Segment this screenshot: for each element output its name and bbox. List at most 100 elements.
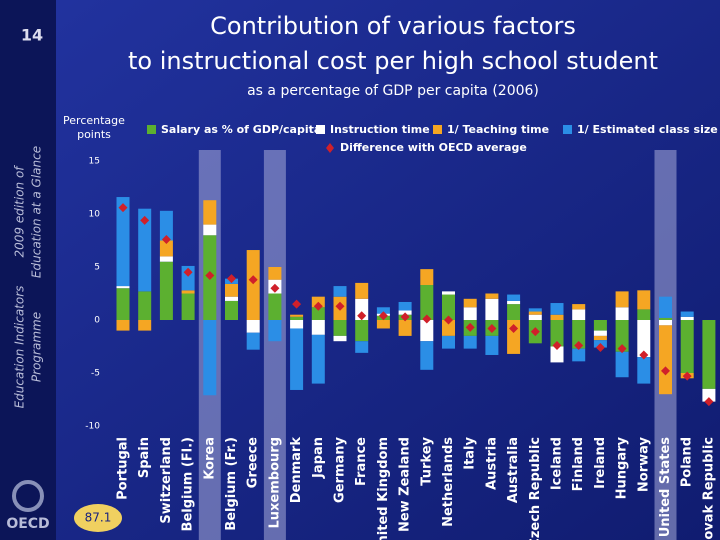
difference-marker xyxy=(183,267,193,277)
bar-segment xyxy=(550,320,564,347)
bar-segment xyxy=(225,300,238,320)
side-text: Education at a Glance xyxy=(30,146,44,278)
difference-marker xyxy=(227,274,236,284)
bar-segment xyxy=(659,296,672,318)
x-tick-label: Italy xyxy=(463,436,478,469)
bar-segment xyxy=(572,320,586,349)
bar-segment xyxy=(463,298,477,308)
bar-segment xyxy=(290,328,304,390)
difference-marker xyxy=(140,215,150,225)
legend-label: Instruction time xyxy=(330,123,430,136)
bar-segment xyxy=(159,256,173,262)
bar-segment xyxy=(615,320,629,352)
difference-marker xyxy=(552,340,562,350)
y-tick-label: -5 xyxy=(91,369,100,379)
difference-marker xyxy=(595,343,605,353)
difference-marker xyxy=(400,312,410,322)
bar-segment xyxy=(637,357,651,384)
bar-segment xyxy=(311,307,325,320)
bar-segment xyxy=(420,285,434,320)
chart-subtitle: as a percentage of GDP per capita (2006) xyxy=(247,83,539,99)
difference-marker xyxy=(292,299,302,309)
bar-segment xyxy=(593,335,607,341)
bar-segment xyxy=(225,283,238,297)
bar-segment xyxy=(680,320,694,373)
difference-marker xyxy=(509,323,519,333)
y-tick-label: 10 xyxy=(89,210,101,220)
x-tick-label: Luxembourg xyxy=(267,437,282,529)
bar-segment xyxy=(507,294,521,301)
bar-segment xyxy=(485,293,499,299)
x-tick-label: Belgium (Fl.) xyxy=(181,437,196,531)
bar-segment xyxy=(290,320,304,329)
logo: OECD xyxy=(6,516,49,532)
bar-segment xyxy=(593,330,607,336)
bar-segment xyxy=(637,320,651,358)
x-tick-label: Switzerland xyxy=(159,437,174,524)
difference-marker xyxy=(682,371,692,381)
difference-marker xyxy=(487,323,497,333)
difference-marker xyxy=(161,234,171,244)
bar-segment xyxy=(485,298,499,320)
bar-segment xyxy=(550,346,564,363)
bar-segment xyxy=(333,335,347,342)
x-tick-label: France xyxy=(354,437,369,486)
bar-segment xyxy=(116,320,130,331)
logo-circle xyxy=(12,480,44,512)
bar-segment xyxy=(268,320,282,342)
difference-marker xyxy=(335,301,345,311)
legend-swatch xyxy=(563,125,572,134)
bar-segment xyxy=(528,314,542,320)
legend-label: 1/ Estimated class size xyxy=(577,123,718,136)
legend-label: Salary as % of GDP/capita xyxy=(161,123,321,136)
y-axis-label: points xyxy=(77,128,111,141)
bar-segment xyxy=(442,294,455,320)
x-tick-label: Germany xyxy=(333,436,348,502)
bar-segment xyxy=(637,309,651,320)
bar-segment xyxy=(550,314,564,320)
side-text: 2009 edition of xyxy=(13,165,27,258)
x-tick-label: Hungary xyxy=(615,436,630,499)
difference-marker xyxy=(444,315,453,325)
bar-segment xyxy=(159,210,173,241)
x-tick-label: Greece xyxy=(246,437,261,488)
x-tick-label: Poland xyxy=(680,437,695,487)
bar-segment xyxy=(420,269,434,286)
bar-segment xyxy=(659,317,672,320)
difference-marker xyxy=(661,366,670,376)
bar-segment xyxy=(311,320,325,335)
bar-segment xyxy=(420,320,434,342)
difference-marker xyxy=(248,275,258,285)
x-tick-label: United States xyxy=(658,437,673,538)
bar-segment xyxy=(138,291,152,320)
bar-segment xyxy=(225,296,238,301)
difference-marker xyxy=(118,203,128,213)
legend-swatch xyxy=(433,125,442,134)
bar-segment xyxy=(593,320,607,331)
legend-swatch xyxy=(316,125,325,134)
legend-label: Difference with OECD average xyxy=(340,141,527,154)
x-tick-label: Iceland xyxy=(550,437,565,490)
x-tick-label: United Kingdom xyxy=(376,437,391,540)
bar-segment xyxy=(333,286,347,297)
difference-marker xyxy=(378,311,388,321)
difference-marker xyxy=(465,322,475,332)
bar-segment xyxy=(572,348,586,362)
bar-segment xyxy=(420,341,434,370)
side-text: Programme xyxy=(30,312,44,382)
bar-segment xyxy=(246,320,260,333)
bar-segment xyxy=(311,334,325,384)
bar-segment xyxy=(159,240,173,257)
bar-segment xyxy=(637,290,651,310)
sidebar xyxy=(0,0,56,540)
difference-marker xyxy=(205,270,215,280)
difference-marker xyxy=(574,340,584,350)
x-tick-label: Netherlands xyxy=(441,437,456,527)
x-tick-label: Austria xyxy=(484,437,499,490)
bar-segment xyxy=(572,304,586,310)
x-tick-label: Portugal xyxy=(116,437,131,500)
bar-segment xyxy=(680,316,694,320)
slide-number: 14 xyxy=(21,26,43,45)
bar-segment xyxy=(290,314,304,317)
